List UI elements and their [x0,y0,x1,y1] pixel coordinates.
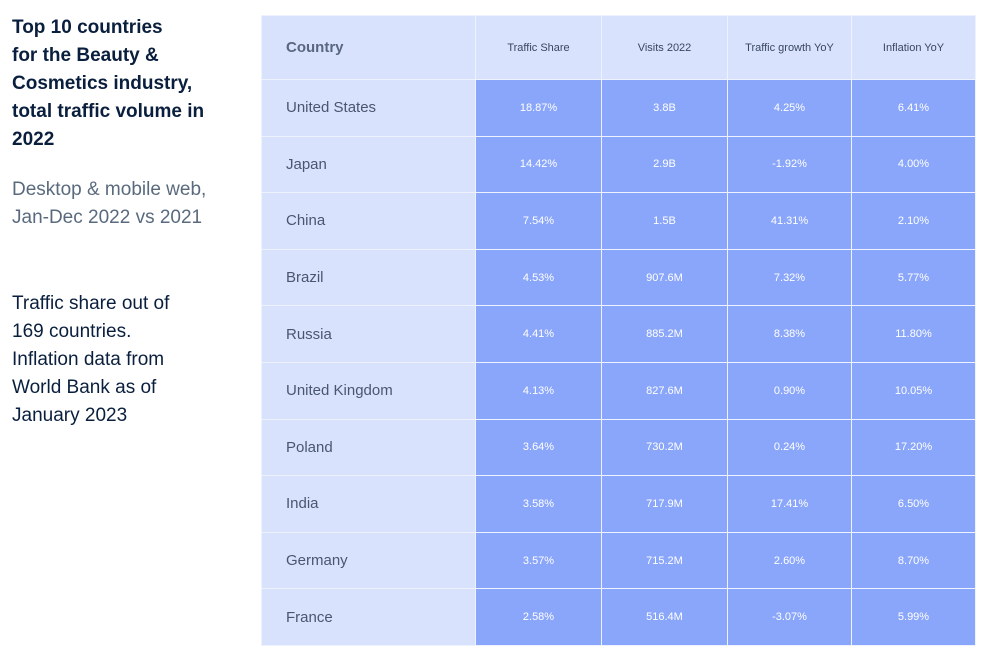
table-row: India 3.58% 717.9M 17.41% 6.50% [261,475,976,533]
table-row: France 2.58% 516.4M -3.07% 5.99% [261,588,976,646]
cell-visits-2022: 516.4M [601,588,728,646]
cell-traffic-growth-yoy: 4.25% [727,79,852,137]
cell-traffic-share: 14.42% [475,135,602,194]
table-row: Poland 3.64% 730.2M 0.24% 17.20% [261,418,976,477]
cell-traffic-share: 7.54% [475,192,602,250]
column-header-inflation-yoy: Inflation YoY [851,15,976,80]
page-title: Top 10 countries for the Beauty & Cosmet… [12,17,205,150]
table-header-row: Country Traffic Share Visits 2022 Traffic g… [261,15,976,80]
country-cell: France [261,588,476,646]
table-row: United States 18.87% 3.8B 4.25% 6.41% [261,79,976,137]
cell-traffic-growth-yoy: 8.38% [727,305,852,363]
cell-inflation-yoy: 4.00% [851,135,976,194]
column-header-country: Country [261,15,476,80]
cell-traffic-growth-yoy: 17.41% [727,475,852,533]
cell-visits-2022: 715.2M [601,531,728,590]
country-cell: Poland [261,418,476,477]
cell-traffic-growth-yoy: 7.32% [727,248,852,307]
data-note: Traffic share out of 169 countries. Infl… [12,293,170,426]
cell-inflation-yoy: 11.80% [851,305,976,363]
cell-visits-2022: 730.2M [601,418,728,477]
country-cell: India [261,475,476,533]
column-header-visits-2022: Visits 2022 [601,15,728,80]
cell-visits-2022: 2.9B [601,135,728,194]
cell-traffic-growth-yoy: 0.90% [727,361,852,420]
left-panel: Top 10 countries for the Beauty & Cosmet… [12,14,242,430]
country-cell: United Kingdom [261,361,476,420]
country-cell: United States [261,79,476,137]
cell-traffic-share: 3.64% [475,418,602,477]
cell-inflation-yoy: 5.99% [851,588,976,646]
country-cell: Russia [261,305,476,363]
country-cell: Brazil [261,248,476,307]
cell-traffic-share: 2.58% [475,588,602,646]
table-row: United Kingdom 4.13% 827.6M 0.90% 10.05% [261,361,976,420]
country-cell: Japan [261,135,476,194]
cell-traffic-share: 3.57% [475,531,602,590]
cell-visits-2022: 827.6M [601,361,728,420]
cell-traffic-share: 3.58% [475,475,602,533]
country-cell: China [261,192,476,250]
subtitle: Desktop & mobile web, Jan-Dec 2022 vs 20… [12,179,207,228]
cell-visits-2022: 3.8B [601,79,728,137]
cell-inflation-yoy: 2.10% [851,192,976,250]
table-row: Brazil 4.53% 907.6M 7.32% 5.77% [261,248,976,307]
cell-inflation-yoy: 17.20% [851,418,976,477]
cell-inflation-yoy: 5.77% [851,248,976,307]
cell-traffic-growth-yoy: 2.60% [727,531,852,590]
table-row: Russia 4.41% 885.2M 8.38% 11.80% [261,305,976,363]
cell-traffic-growth-yoy: 41.31% [727,192,852,250]
column-header-traffic-share: Traffic Share [475,15,602,80]
data-table-container: Country Traffic Share Visits 2022 Traffic g… [261,15,976,646]
cell-traffic-growth-yoy: -3.07% [727,588,852,646]
cell-visits-2022: 907.6M [601,248,728,307]
cell-inflation-yoy: 6.41% [851,79,976,137]
cell-traffic-share: 4.13% [475,361,602,420]
table-row: China 7.54% 1.5B 41.31% 2.10% [261,192,976,250]
table-row: Germany 3.57% 715.2M 2.60% 8.70% [261,531,976,590]
column-header-traffic-growth-yoy: Traffic growth YoY [727,15,852,80]
cell-visits-2022: 1.5B [601,192,728,250]
cell-traffic-share: 4.41% [475,305,602,363]
cell-inflation-yoy: 8.70% [851,531,976,590]
cell-traffic-share: 18.87% [475,79,602,137]
cell-inflation-yoy: 6.50% [851,475,976,533]
cell-inflation-yoy: 10.05% [851,361,976,420]
cell-traffic-share: 4.53% [475,248,602,307]
cell-traffic-growth-yoy: 0.24% [727,418,852,477]
cell-visits-2022: 885.2M [601,305,728,363]
table-body: United States 18.87% 3.8B 4.25% 6.41% Japan 14… [261,79,976,646]
cell-traffic-growth-yoy: -1.92% [727,135,852,194]
country-cell: Germany [261,531,476,590]
table-row: Japan 14.42% 2.9B -1.92% 4.00% [261,135,976,194]
cell-visits-2022: 717.9M [601,475,728,533]
countries-table: Country Traffic Share Visits 2022 Traffic g… [261,15,976,646]
